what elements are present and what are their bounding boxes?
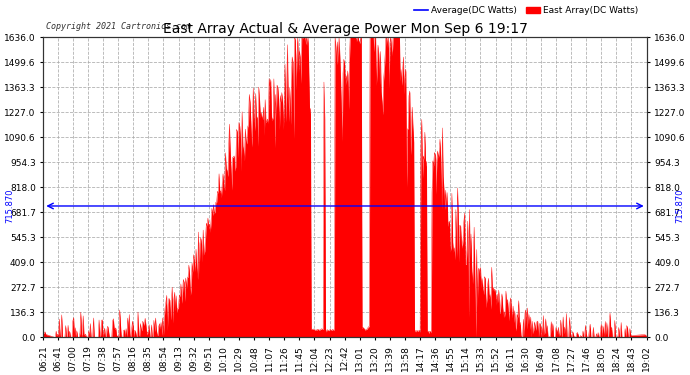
Legend: Average(DC Watts), East Array(DC Watts): Average(DC Watts), East Array(DC Watts)	[411, 3, 642, 19]
Title: East Array Actual & Average Power Mon Sep 6 19:17: East Array Actual & Average Power Mon Se…	[163, 22, 527, 36]
Text: 715.870: 715.870	[6, 189, 14, 223]
Text: Copyright 2021 Cartronics.com: Copyright 2021 Cartronics.com	[46, 22, 191, 31]
Text: 715.870: 715.870	[676, 189, 684, 223]
